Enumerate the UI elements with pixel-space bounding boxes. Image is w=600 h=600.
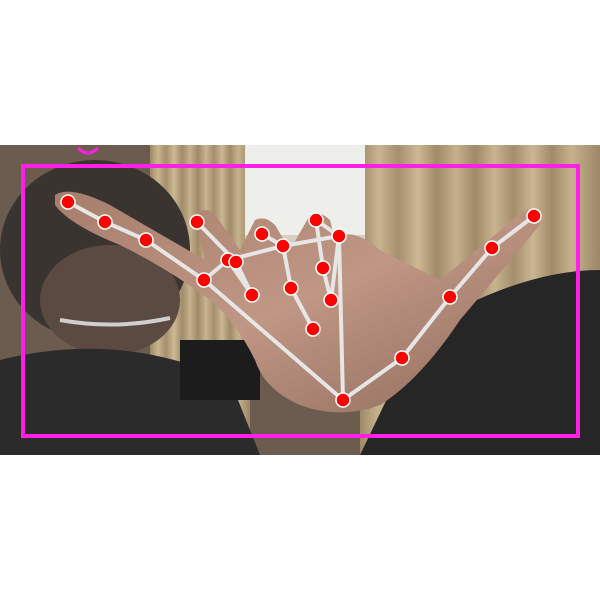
keypoint-index-pip bbox=[138, 232, 154, 248]
skeleton-ring-a bbox=[226, 243, 315, 331]
keypoint-pinky-tip bbox=[323, 292, 339, 308]
keypoint-thumb-ip bbox=[484, 240, 500, 256]
box-label-fragment bbox=[76, 146, 100, 155]
glasses bbox=[59, 316, 171, 327]
keypoint-pinky-mcp bbox=[331, 228, 347, 244]
keypoint-ring-dip bbox=[283, 280, 299, 296]
skeleton-palm-edge bbox=[337, 234, 345, 402]
keypoint-ring-mcp bbox=[275, 238, 291, 254]
keypoint-index-tip bbox=[60, 194, 76, 210]
person-face bbox=[40, 245, 180, 355]
keypoint-index-mcp bbox=[196, 272, 212, 288]
keypoint-pinky-dip bbox=[315, 260, 331, 276]
monitor bbox=[180, 340, 260, 400]
keypoint-middle-tip bbox=[189, 214, 205, 230]
keypoint-middle-dip bbox=[244, 287, 260, 303]
keypoint-middle-pip bbox=[228, 254, 244, 270]
keypoint-thumb-tip bbox=[526, 208, 542, 224]
shirt-right bbox=[360, 270, 600, 455]
keypoint-ring-tip bbox=[305, 321, 321, 337]
keypoint-index-dip bbox=[97, 214, 113, 230]
keypoint-wrist bbox=[335, 392, 351, 408]
photo bbox=[0, 145, 600, 455]
keypoint-pinky-pip bbox=[308, 212, 324, 228]
keypoint-thumb-mcp bbox=[442, 289, 458, 305]
keypoint-ring-pip bbox=[254, 226, 270, 242]
keypoint-thumb-cmc bbox=[394, 350, 410, 366]
hand-bounding-box bbox=[21, 164, 580, 438]
keypoints bbox=[60, 194, 542, 408]
